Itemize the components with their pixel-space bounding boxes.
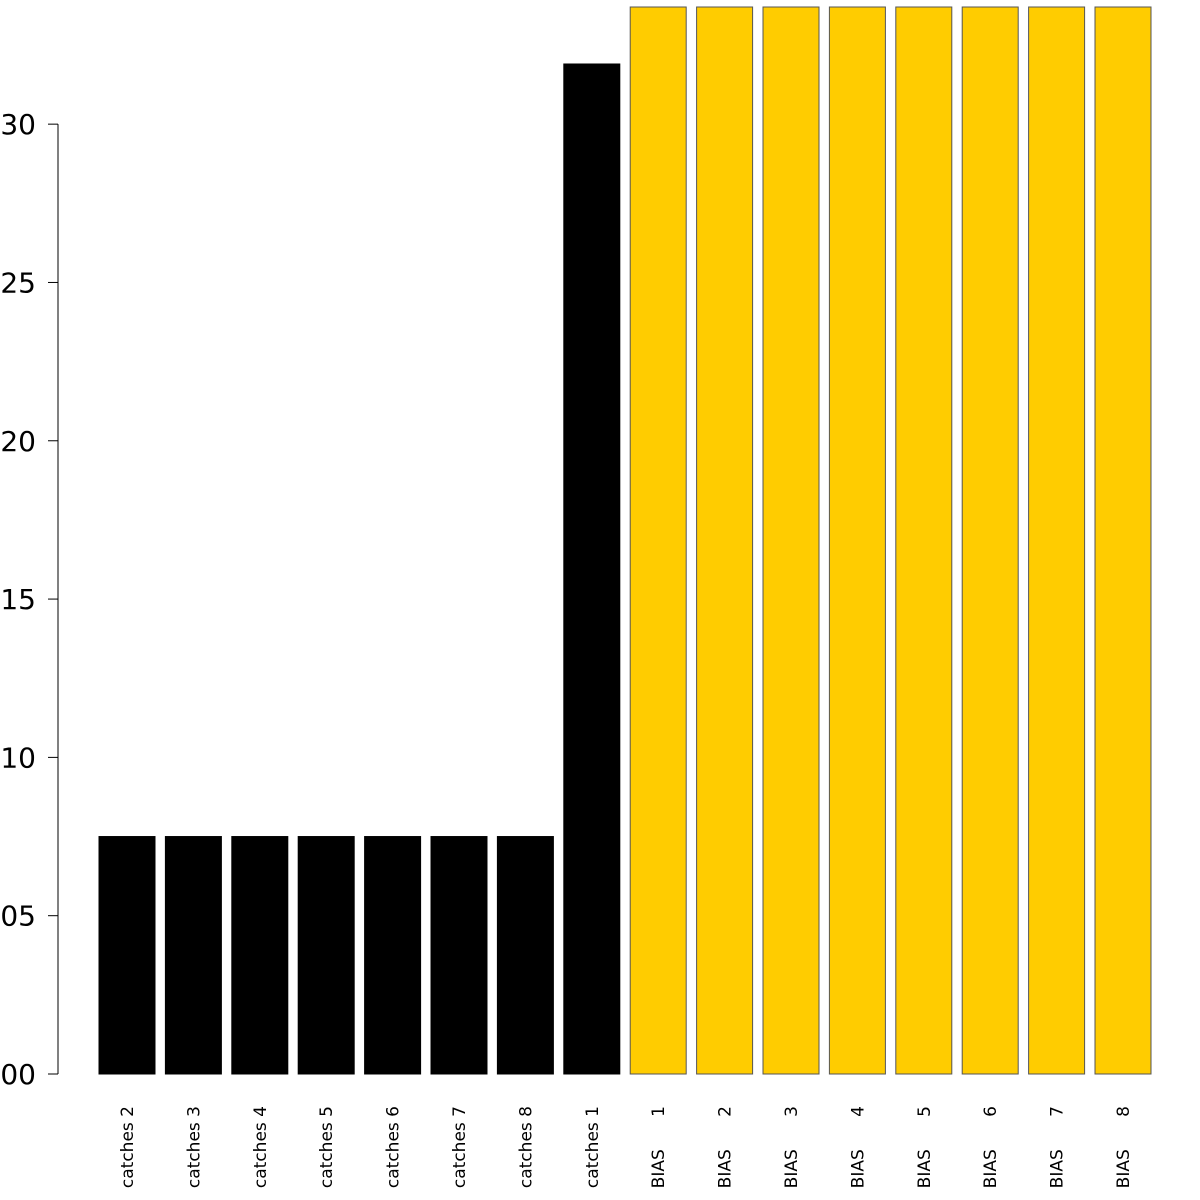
bar <box>364 836 422 1075</box>
bar <box>762 6 820 1075</box>
x-tick-label: BIAS 7 <box>1048 1106 1068 1188</box>
x-tick-label: BIAS 3 <box>782 1106 802 1188</box>
x-tick-labels: catches 2 catches 3 catches 4 catches 5 catc… <box>118 1106 1134 1188</box>
x-tick-label: BIAS 5 <box>915 1106 935 1188</box>
y-tick-label: 15 <box>0 583 36 616</box>
bar <box>629 6 687 1075</box>
x-tick-label: catches 2 <box>118 1106 138 1188</box>
x-tick-label: catches 7 <box>450 1106 470 1188</box>
x-tick-label: BIAS 1 <box>649 1106 669 1188</box>
bars-group <box>98 6 1152 1075</box>
bar <box>696 6 754 1075</box>
x-tick-label: catches 1 <box>583 1106 603 1188</box>
bar <box>961 6 1019 1075</box>
bar <box>895 6 953 1075</box>
x-tick-label: BIAS 2 <box>716 1106 736 1188</box>
bar <box>231 836 289 1075</box>
bar <box>430 836 488 1075</box>
x-tick-label: BIAS 6 <box>981 1106 1001 1188</box>
bar <box>1094 6 1152 1075</box>
bar <box>828 6 886 1075</box>
bar <box>164 836 222 1075</box>
bar <box>563 63 621 1075</box>
bar <box>98 836 156 1075</box>
y-tick-label: 30 <box>0 108 36 141</box>
y-axis: 00 05 10 15 20 25 30 <box>0 108 59 1091</box>
x-tick-label: catches 8 <box>516 1106 536 1188</box>
y-tick-label: 10 <box>0 741 36 774</box>
bar <box>297 836 355 1075</box>
x-tick-label: catches 4 <box>251 1106 271 1188</box>
x-tick-label: BIAS 8 <box>1114 1106 1134 1188</box>
y-tick-label: 25 <box>0 266 36 299</box>
y-tick-label: 05 <box>0 900 36 933</box>
bar <box>1028 6 1086 1075</box>
y-tick-label: 20 <box>0 425 36 458</box>
y-tick-label: 00 <box>0 1058 36 1091</box>
x-tick-label: catches 5 <box>317 1106 337 1188</box>
x-tick-label: catches 3 <box>184 1106 204 1188</box>
bar <box>496 836 554 1075</box>
x-tick-label: BIAS 4 <box>848 1106 868 1188</box>
x-tick-label: catches 6 <box>384 1106 404 1188</box>
